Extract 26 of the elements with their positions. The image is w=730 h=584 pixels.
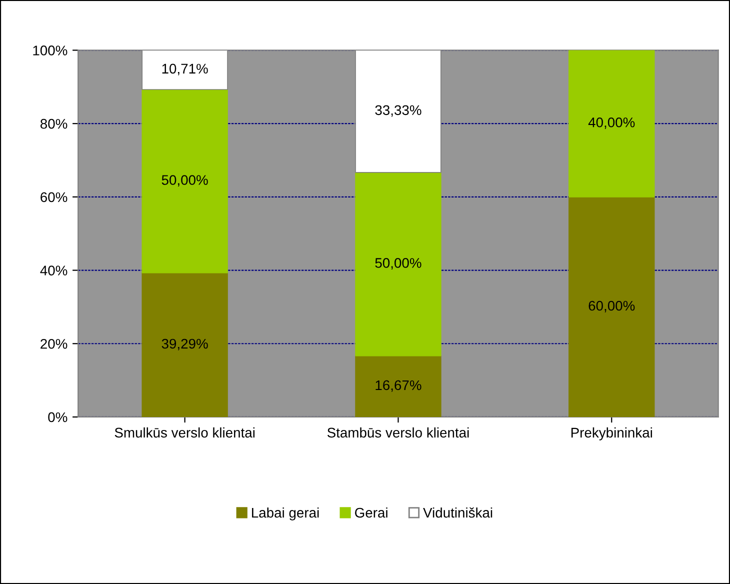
data-label: 16,67% bbox=[376, 380, 422, 392]
data-label: 50,00% bbox=[162, 175, 208, 187]
bar bbox=[142, 89, 228, 274]
legend-label: Gerai bbox=[355, 507, 388, 518]
legend-label: Labai gerai bbox=[252, 507, 319, 520]
y-tick-label: 0% bbox=[48, 412, 68, 422]
bar bbox=[568, 50, 655, 198]
data-label: 50,00% bbox=[375, 258, 422, 270]
x-tick-label: Prekybininkai bbox=[571, 427, 652, 440]
y-tick-label: 80% bbox=[40, 118, 68, 129]
bar bbox=[568, 196, 655, 417]
bar bbox=[142, 272, 228, 417]
data-label: 60,00% bbox=[588, 300, 635, 312]
y-tick-label: 20% bbox=[40, 338, 68, 349]
bar bbox=[355, 355, 442, 417]
y-tick-label: 100% bbox=[33, 46, 68, 56]
bar bbox=[355, 172, 442, 356]
x-tick-label: Stambūs verslo klientai bbox=[327, 427, 469, 438]
data-label: 10,71% bbox=[162, 64, 208, 76]
data-label: 40,00% bbox=[588, 117, 635, 129]
y-tick-label: 60% bbox=[40, 192, 68, 202]
x-tick-label: Smulkūs verslo klientai bbox=[114, 427, 255, 438]
data-label: 39,29% bbox=[162, 338, 208, 350]
data-label: 33,33% bbox=[375, 105, 422, 117]
legend-label: Vidutiniškai bbox=[423, 507, 492, 518]
y-tick-label: 40% bbox=[40, 266, 68, 276]
